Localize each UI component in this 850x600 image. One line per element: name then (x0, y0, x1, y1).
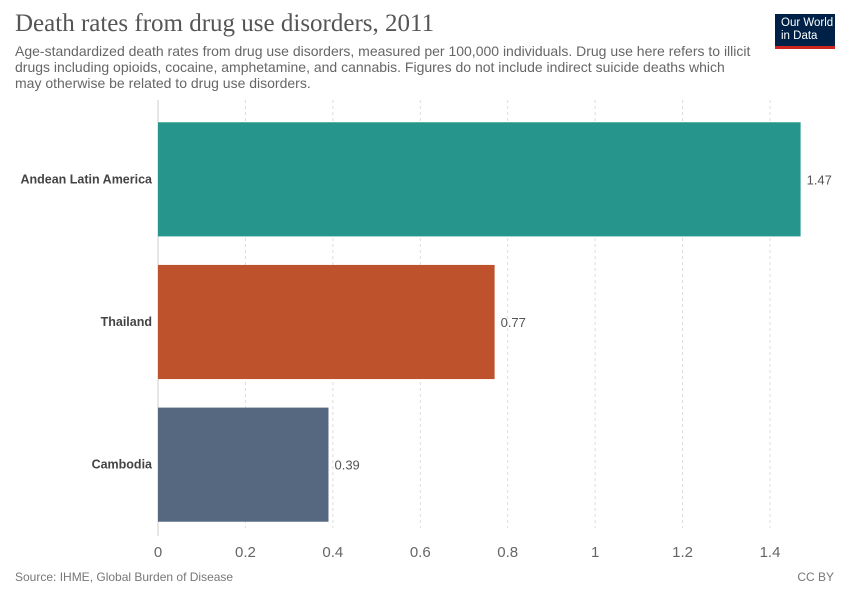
x-tick-label: 1.4 (760, 544, 781, 561)
bar (158, 407, 329, 522)
category-label: Andean Latin America (20, 172, 153, 186)
license-link[interactable]: CC BY (797, 570, 834, 584)
x-tick-label: 0.2 (235, 544, 256, 561)
value-label: 0.39 (334, 458, 359, 473)
owid-logo[interactable]: Our World in Data (775, 14, 835, 49)
logo-line-2: in Data (781, 30, 818, 42)
category-label: Thailand (101, 315, 152, 329)
category-label: Cambodia (92, 458, 153, 472)
value-label: 0.77 (501, 315, 526, 330)
chart-title: Death rates from drug use disorders, 201… (15, 10, 435, 37)
labels: 0 0.2 0.4 0.6 0.8 1 1.2 1.4 Andean Latin America… (20, 172, 831, 561)
x-tick-label: 0 (154, 544, 162, 561)
value-label: 1.47 (807, 172, 832, 187)
bar (158, 264, 495, 380)
chart-subtitle: Age-standardized death rates from drug u… (15, 43, 751, 91)
x-tick-label: 0.8 (497, 544, 518, 561)
source-note: Source: IHME, Global Burden of Disease (15, 570, 234, 584)
x-tick-label: 1 (591, 544, 599, 561)
x-tick-label: 0.4 (322, 544, 343, 561)
logo-line-1: Our World (781, 17, 834, 29)
x-tick-label: 0.6 (410, 544, 431, 561)
x-tick-label: 1.2 (672, 544, 693, 561)
bars (158, 122, 801, 522)
bar (158, 122, 801, 237)
